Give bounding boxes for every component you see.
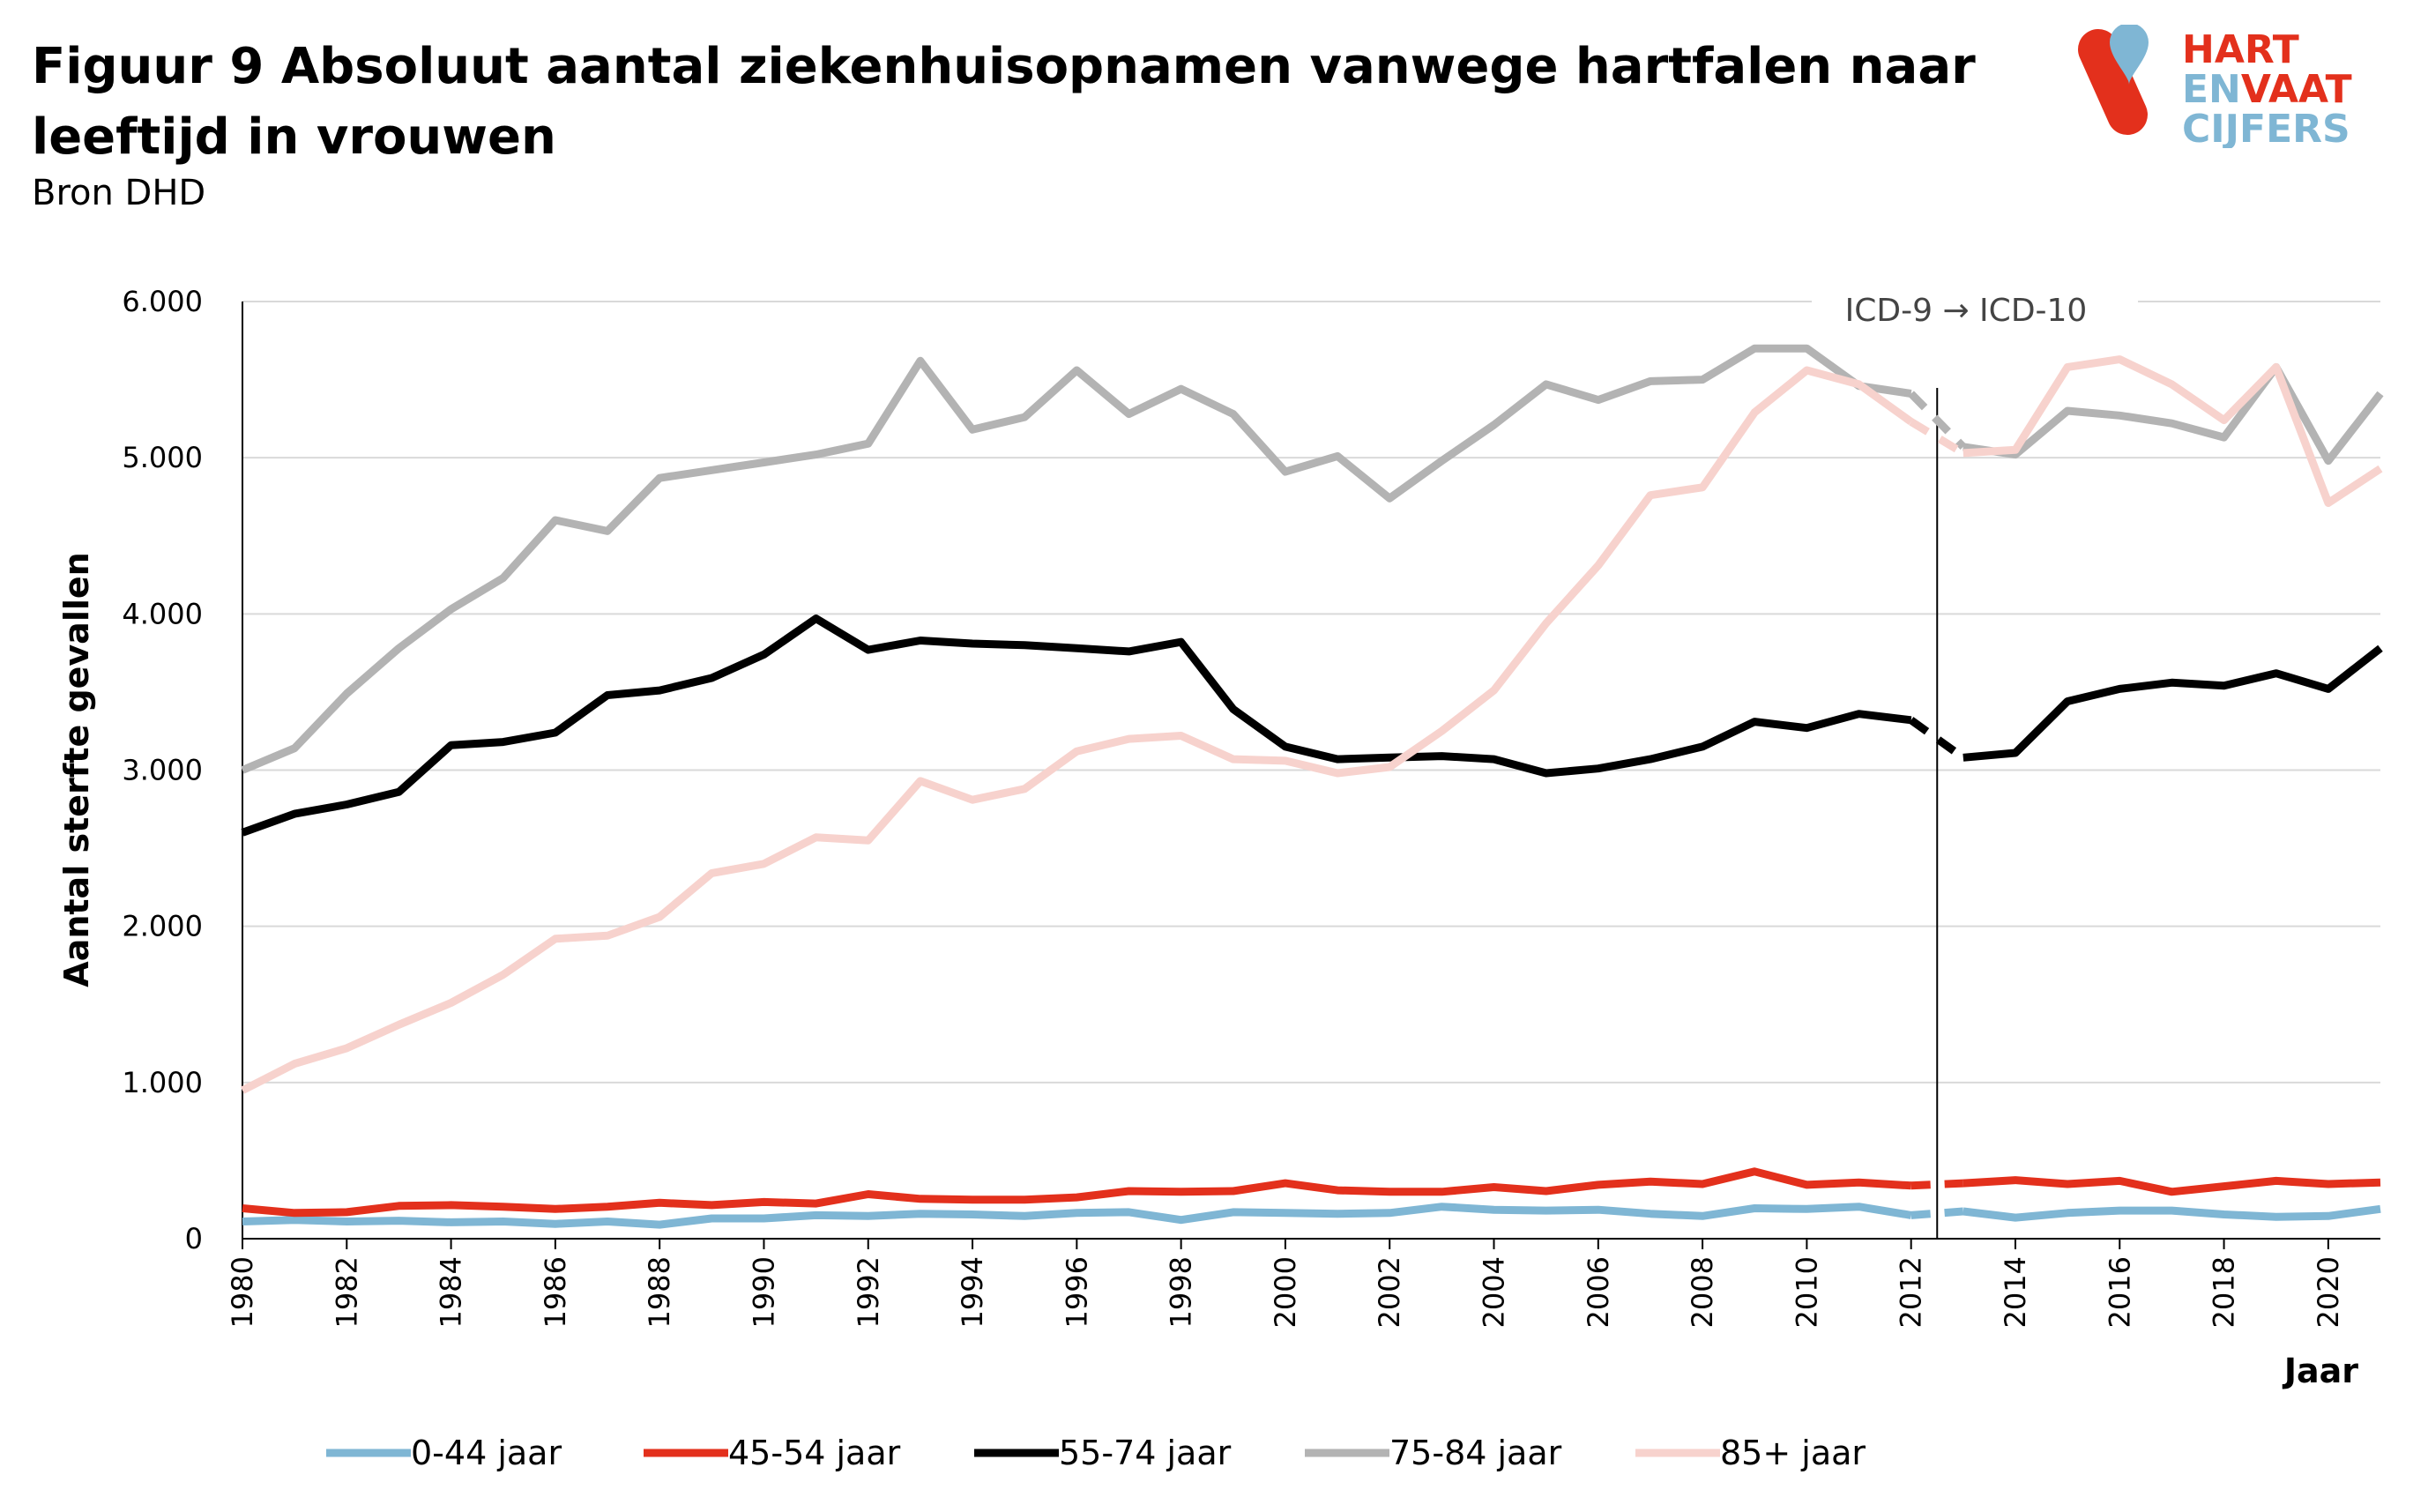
y-tick-label: 6.000 xyxy=(122,285,203,318)
series-line-icd9 xyxy=(242,1167,1911,1218)
logo-text-vaat: VAAT xyxy=(2241,67,2352,112)
x-tick-label: 2008 xyxy=(1686,1256,1719,1328)
series-lines xyxy=(240,344,2384,1229)
series-line-icd-bridge xyxy=(1909,418,1966,457)
hartenvaatcijfers-logo: HART ENVAAT CIJFERS xyxy=(2067,23,2411,152)
legend-label: 55-74 jaar xyxy=(1059,1434,1232,1472)
x-tick-label: 2010 xyxy=(1790,1256,1823,1328)
x-tick-label: 1980 xyxy=(226,1256,259,1328)
svg-text:ENVAAT: ENVAAT xyxy=(2182,67,2352,112)
x-tick-label: 2016 xyxy=(2103,1256,2136,1328)
logo-blue-drop xyxy=(2110,23,2149,85)
x-tick-label: 1994 xyxy=(956,1256,989,1328)
logo-mark-icon: HART ENVAAT CIJFERS xyxy=(2078,23,2352,152)
series-line-icd10 xyxy=(1963,1176,2381,1196)
series-line-icd9 xyxy=(242,1203,1912,1229)
legend-label: 85+ jaar xyxy=(1720,1434,1866,1472)
y-tick-label: 2.000 xyxy=(122,910,203,943)
legend-item: 55-74 jaar xyxy=(974,1434,1232,1472)
series-0-44-jaar xyxy=(242,1203,2381,1229)
x-tick-label: 1986 xyxy=(539,1256,572,1328)
logo-text-cijfers: CIJFERS xyxy=(2182,107,2350,148)
x-axis-title: Jaar xyxy=(2282,1352,2358,1390)
series-line-icd-bridge xyxy=(1908,391,1967,450)
annotation-background xyxy=(1812,284,2138,333)
x-axis-ticks: 1980 1982 1984 1986 1988 1990 1992 1994 1996 1998… xyxy=(226,1239,2345,1328)
series-line-icd10 xyxy=(1963,362,2384,466)
series-75-84-jaar xyxy=(241,344,2384,774)
x-tick-label: 1982 xyxy=(330,1256,363,1328)
chart-title: Figuur 9 Absoluut aantal ziekenhuisopnam… xyxy=(32,38,1976,166)
y-tick-label: 5.000 xyxy=(122,441,203,474)
icd-change-annotation: ICD-9 → ICD-10 xyxy=(1845,293,2088,329)
series-line-icd9 xyxy=(241,614,1912,837)
x-tick-label: 1998 xyxy=(1165,1256,1198,1328)
legend-item: 0-44 jaar xyxy=(326,1434,562,1472)
series-line-icd10 xyxy=(1963,355,2383,507)
x-tick-label: 1992 xyxy=(852,1256,885,1328)
legend-label: 75-84 jaar xyxy=(1389,1434,1562,1472)
y-axis-title: Aantal sterfte gevallen xyxy=(57,552,96,987)
legend: 0-44 jaar 45-54 jaar 55-74 jaar 75-84 jaar 8… xyxy=(326,1434,1866,1472)
x-tick-label: 1990 xyxy=(747,1256,780,1328)
series-line-icd9 xyxy=(240,366,1914,1094)
y-tick-label: 0 xyxy=(185,1222,203,1255)
x-tick-label: 1988 xyxy=(643,1256,676,1328)
x-tick-label: 2000 xyxy=(1269,1256,1302,1328)
x-tick-label: 1984 xyxy=(435,1256,468,1328)
logo-text-en: EN xyxy=(2182,67,2241,112)
x-tick-label: 2012 xyxy=(1895,1256,1928,1328)
x-tick-label: 2006 xyxy=(1582,1256,1615,1328)
series-55-74-jaar xyxy=(241,614,2383,837)
x-tick-label: 2018 xyxy=(2208,1256,2241,1328)
x-tick-label: 2002 xyxy=(1373,1256,1406,1328)
series-line-icd-bridge xyxy=(1910,1179,1964,1190)
source-label: Bron DHD xyxy=(32,173,206,213)
logo-text-hart: HART xyxy=(2182,27,2299,72)
x-tick-label: 2004 xyxy=(1478,1256,1511,1328)
y-tick-label: 1.000 xyxy=(122,1066,203,1099)
series-line-icd10 xyxy=(1963,1204,2381,1222)
logo-red-stroke xyxy=(2078,29,2148,135)
legend-item: 45-54 jaar xyxy=(644,1434,901,1472)
series-85-jaar xyxy=(240,355,2383,1094)
y-tick-label: 4.000 xyxy=(122,597,203,630)
legend-item: 75-84 jaar xyxy=(1305,1434,1562,1472)
series-45-54-jaar xyxy=(242,1167,2381,1218)
series-line-icd-bridge xyxy=(1909,717,1966,761)
series-line-icd-bridge xyxy=(1910,1207,1964,1219)
legend-label: 0-44 jaar xyxy=(411,1434,562,1472)
series-line-icd9 xyxy=(241,344,1912,774)
legend-item: 85+ jaar xyxy=(1635,1434,1866,1472)
x-tick-label: 2014 xyxy=(1999,1256,2032,1328)
y-axis-ticks: 0 1.000 2.000 3.000 4.000 5.000 6.000 xyxy=(122,285,203,1255)
x-tick-label: 2020 xyxy=(2312,1256,2345,1328)
x-tick-label: 1996 xyxy=(1060,1256,1093,1328)
legend-label: 45-54 jaar xyxy=(728,1434,901,1472)
y-tick-label: 3.000 xyxy=(122,754,203,787)
series-line-icd10 xyxy=(1963,644,2383,762)
